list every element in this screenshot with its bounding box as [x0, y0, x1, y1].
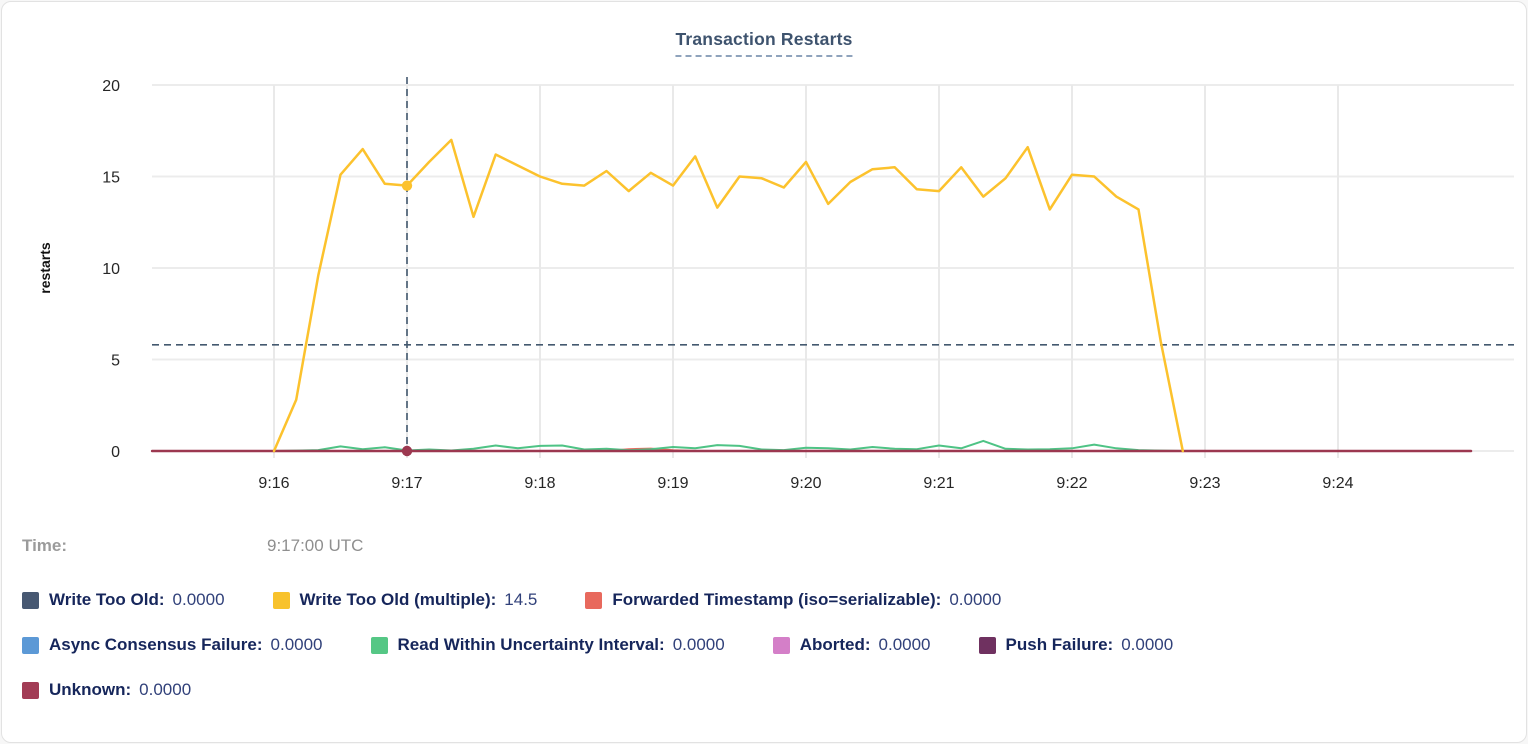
- legend-label: Async Consensus Failure:: [49, 635, 263, 654]
- legend-swatch-icon: [585, 591, 603, 609]
- transaction-restarts-chart[interactable]: 0 5 10 15 20 9:16 9:17 9:18 9:19 9:20 9:21 9:22 9:2…: [2, 2, 1527, 514]
- x-tick-label: 9:21: [923, 475, 954, 492]
- legend-item-async-consensus-failure: Async Consensus Failure: 0.0000: [22, 635, 323, 655]
- legend-row: Write Too Old: 0.0000 Write Too Old (multi…: [22, 590, 1049, 610]
- legend-value: 0.0000: [1121, 635, 1174, 654]
- legend-value: 0.0000: [672, 635, 725, 654]
- hover-dot-unknown: [401, 445, 413, 457]
- y-tick-label: 20: [102, 78, 120, 95]
- legend-item-unknown: Unknown: 0.0000: [22, 680, 191, 700]
- legend-label: Write Too Old:: [49, 590, 165, 609]
- legend-swatch-icon: [272, 591, 290, 609]
- legend-value: 0.0000: [949, 590, 1002, 609]
- y-tick-label: 0: [111, 444, 120, 461]
- x-tick-label: 9:16: [258, 475, 289, 492]
- legend-value: 0.0000: [270, 635, 323, 654]
- series-line-read-within-uncertainty-interval: [273, 439, 1184, 452]
- y-tick-label: 10: [102, 261, 120, 278]
- y-tick-label: 15: [102, 170, 120, 187]
- x-tick-label: 9:23: [1189, 475, 1220, 492]
- legend-label: Unknown:: [49, 680, 132, 699]
- x-tick-label: 9:17: [391, 475, 422, 492]
- legend-swatch-icon: [978, 636, 996, 654]
- x-axis-ticks: 9:16 9:17 9:18 9:19 9:20 9:21 9:22 9:23 9:24: [258, 475, 1353, 492]
- legend-value: 0.0000: [172, 590, 225, 609]
- hover-dots: [401, 180, 413, 457]
- legend-item-push-failure: Push Failure: 0.0000: [978, 635, 1174, 655]
- legend-value: 0.0000: [878, 635, 931, 654]
- legend-swatch-icon: [772, 636, 790, 654]
- legend-row: Async Consensus Failure: 0.0000 Read Withi…: [22, 635, 1221, 655]
- legend-item-aborted: Aborted: 0.0000: [772, 635, 931, 655]
- legend-swatch-icon: [22, 591, 39, 609]
- hover-dot-write-too-old-multiple: [401, 180, 413, 191]
- legend-item-write-too-old-multiple: Write Too Old (multiple): 14.5: [272, 590, 538, 610]
- legend-swatch-icon: [370, 636, 388, 654]
- x-tick-label: 9:20: [790, 475, 821, 492]
- x-tick-label: 9:19: [657, 475, 688, 492]
- legend-label: Forwarded Timestamp (iso=serializable):: [612, 590, 942, 609]
- chart-title[interactable]: Transaction Restarts: [675, 29, 853, 57]
- x-tick-label: 9:24: [1322, 475, 1353, 492]
- legend-item-read-within-uncertainty-interval: Read Within Uncertainty Interval: 0.0000: [370, 635, 725, 655]
- x-tick-label: 9:18: [524, 475, 555, 492]
- legend-row: Unknown: 0.0000: [22, 680, 239, 700]
- time-label: Time:: [22, 536, 68, 555]
- chart-gridlines: [152, 84, 1514, 458]
- hover-crosshair: [152, 77, 1514, 455]
- legend-label: Read Within Uncertainty Interval:: [397, 635, 665, 654]
- legend-label: Aborted:: [799, 635, 871, 654]
- time-value: 9:17:00 UTC: [267, 536, 364, 555]
- legend-label: Push Failure:: [1005, 635, 1114, 654]
- legend-swatch-icon: [22, 636, 39, 654]
- y-axis-title: restarts: [37, 242, 53, 294]
- series-line-write-too-old-multiple: [272, 138, 1185, 453]
- legend-value: 0.0000: [139, 680, 192, 699]
- legend-value: 14.5: [504, 590, 538, 609]
- legend-item-write-too-old: Write Too Old: 0.0000: [22, 590, 225, 610]
- legend-swatch-icon: [22, 681, 39, 699]
- chart-series-lines: [150, 138, 1473, 453]
- y-axis-ticks: 0 5 10 15 20: [102, 78, 120, 461]
- legend-label: Write Too Old (multiple):: [299, 590, 497, 609]
- legend-item-forwarded-timestamp-iso-serializable: Forwarded Timestamp (iso=serializable): 0…: [585, 590, 1001, 610]
- y-tick-label: 5: [111, 353, 120, 370]
- x-tick-label: 9:22: [1056, 475, 1087, 492]
